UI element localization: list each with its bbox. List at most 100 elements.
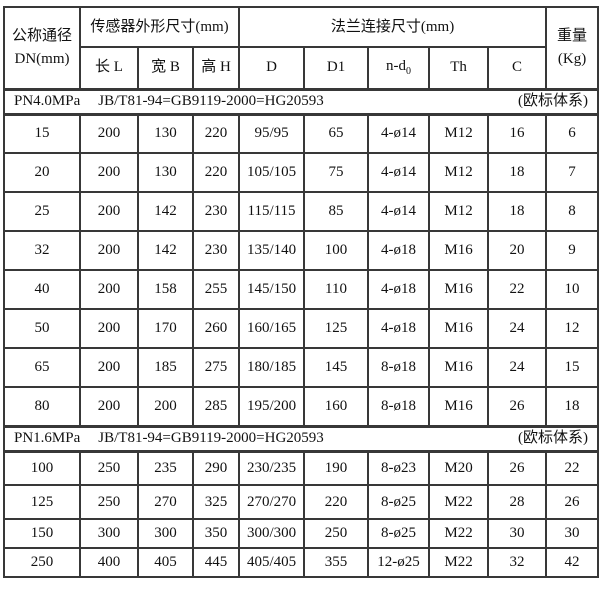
col-header-d1: D1 — [303, 46, 370, 90]
table-cell: 26 — [487, 450, 548, 486]
table-cell: 6 — [545, 113, 600, 154]
table-cell: 355 — [303, 547, 370, 578]
pressure-rating: PN4.0MPa — [14, 93, 81, 110]
table-cell: 300 — [79, 518, 139, 549]
table-row: 40 200 158 255 145/150 110 4-ø18 M16 22 10 — [3, 269, 600, 310]
col-header-dn: 公称通径 DN(mm) — [3, 6, 81, 90]
table-cell: 350 — [191, 518, 241, 549]
table-cell: 115/115 — [238, 191, 306, 232]
table-cell: 235 — [137, 450, 194, 486]
table-row: 150 300 300 350 300/300 250 8-ø25 M22 30 30 — [3, 518, 600, 549]
col-header-d: D — [238, 46, 306, 90]
table-cell: 160 — [303, 386, 370, 427]
table-cell: 220 — [303, 484, 370, 520]
table-cell: 20 — [487, 230, 548, 271]
table-cell: 80 — [3, 386, 81, 427]
col-header-width: 宽 B — [137, 46, 194, 90]
table-cell: M12 — [428, 191, 490, 232]
col-header-c: C — [487, 46, 548, 90]
table-cell: 4-ø18 — [367, 269, 431, 310]
table-row: 20 200 130 220 105/105 75 4-ø14 M12 18 7 — [3, 152, 600, 193]
col-header-height: 高 H — [191, 46, 241, 90]
table-cell: 85 — [303, 191, 370, 232]
col-header-nd0: n-d0 — [367, 46, 431, 90]
table-cell: 8-ø25 — [367, 484, 431, 520]
table-cell: 300 — [137, 518, 194, 549]
table-cell: 22 — [545, 450, 600, 486]
table-cell: 105/105 — [238, 152, 306, 193]
table-cell: 200 — [137, 386, 194, 427]
table-cell: 125 — [3, 484, 81, 520]
table-cell: 405 — [137, 547, 194, 578]
table-cell: 30 — [545, 518, 600, 549]
table-cell: 160/165 — [238, 308, 306, 349]
table-cell: 22 — [487, 269, 548, 310]
table-cell: 110 — [303, 269, 370, 310]
table-cell: 25 — [3, 191, 81, 232]
table-cell: 220 — [191, 113, 241, 154]
table-cell: 190 — [303, 450, 370, 486]
table-cell: M16 — [428, 230, 490, 271]
table-cell: 4-ø18 — [367, 230, 431, 271]
table-cell: 18 — [487, 191, 548, 232]
table-row: 32 200 142 230 135/140 100 4-ø18 M16 20 9 — [3, 230, 600, 271]
table-cell: 100 — [3, 450, 81, 486]
table-cell: 8-ø18 — [367, 347, 431, 388]
table-cell: 20 — [3, 152, 81, 193]
table-cell: M20 — [428, 450, 490, 486]
col-header-dn-line2: DN(mm) — [14, 50, 70, 67]
table-cell: 230/235 — [238, 450, 306, 486]
table-cell: 135/140 — [238, 230, 306, 271]
table-cell: 230 — [191, 191, 241, 232]
col-group-sensor-dimensions: 传感器外形尺寸(mm) — [78, 6, 241, 48]
table-cell: 8-ø25 — [367, 518, 431, 549]
table-row: 250 400 405 445 405/405 355 12-ø25 M22 32 42 — [3, 547, 600, 578]
table-cell: 30 — [487, 518, 548, 549]
table-cell: 9 — [545, 230, 600, 271]
col-header-th: Th — [428, 46, 490, 90]
header-row-columns: 长 L 宽 B 高 H D D1 n-d0 Th C — [4, 46, 598, 90]
table-cell: 75 — [303, 152, 370, 193]
table-cell: M16 — [428, 386, 490, 427]
table-cell: 32 — [487, 547, 548, 578]
table-cell: M22 — [428, 518, 490, 549]
col-header-weight: 重量 (Kg) — [545, 6, 600, 90]
table-cell: 250 — [79, 450, 139, 486]
section-header: PN4.0MPa JB/T81-94=GB9119-2000=HG20593 (… — [2, 87, 600, 116]
table-cell: 200 — [79, 308, 139, 349]
table-cell: 180/185 — [238, 347, 306, 388]
table-cell: 270/270 — [238, 484, 306, 520]
table-cell: 40 — [3, 269, 81, 310]
table-cell: 445 — [191, 547, 241, 578]
table-cell: 142 — [137, 230, 194, 271]
table-cell: 158 — [137, 269, 194, 310]
table-row: 65 200 185 275 180/185 145 8-ø18 M16 24 15 — [3, 347, 600, 388]
table-cell: 32 — [3, 230, 81, 271]
table-cell: 170 — [137, 308, 194, 349]
table-cell: M12 — [428, 152, 490, 193]
table-cell: 200 — [79, 152, 139, 193]
table-cell: 300/300 — [238, 518, 306, 549]
table-row: 50 200 170 260 160/165 125 4-ø18 M16 24 12 — [3, 308, 600, 349]
table-cell: 125 — [303, 308, 370, 349]
standard-code: JB/T81-94=GB9119-2000=HG20593 — [98, 93, 324, 110]
table-cell: 95/95 — [238, 113, 306, 154]
table-cell: 4-ø14 — [367, 152, 431, 193]
table-cell: M16 — [428, 347, 490, 388]
col-header-nd0-base: n-d — [386, 58, 407, 74]
table-cell: M22 — [428, 547, 490, 578]
table-cell: 200 — [79, 347, 139, 388]
table-cell: M22 — [428, 484, 490, 520]
table-cell: 65 — [303, 113, 370, 154]
col-header-weight-line2: (Kg) — [557, 50, 587, 67]
table-cell: 150 — [3, 518, 81, 549]
table-cell: 250 — [3, 547, 81, 578]
table-row: 125 250 270 325 270/270 220 8-ø25 M22 28 26 — [3, 484, 600, 520]
col-header-dn-line1: 公称通径 — [11, 27, 72, 44]
table-cell: 12 — [545, 308, 600, 349]
table-cell: 200 — [79, 269, 139, 310]
table-row: 15 200 130 220 95/95 65 4-ø14 M12 16 6 — [3, 113, 600, 154]
table-cell: 130 — [137, 113, 194, 154]
table-cell: 4-ø18 — [367, 308, 431, 349]
table-cell: 65 — [3, 347, 81, 388]
